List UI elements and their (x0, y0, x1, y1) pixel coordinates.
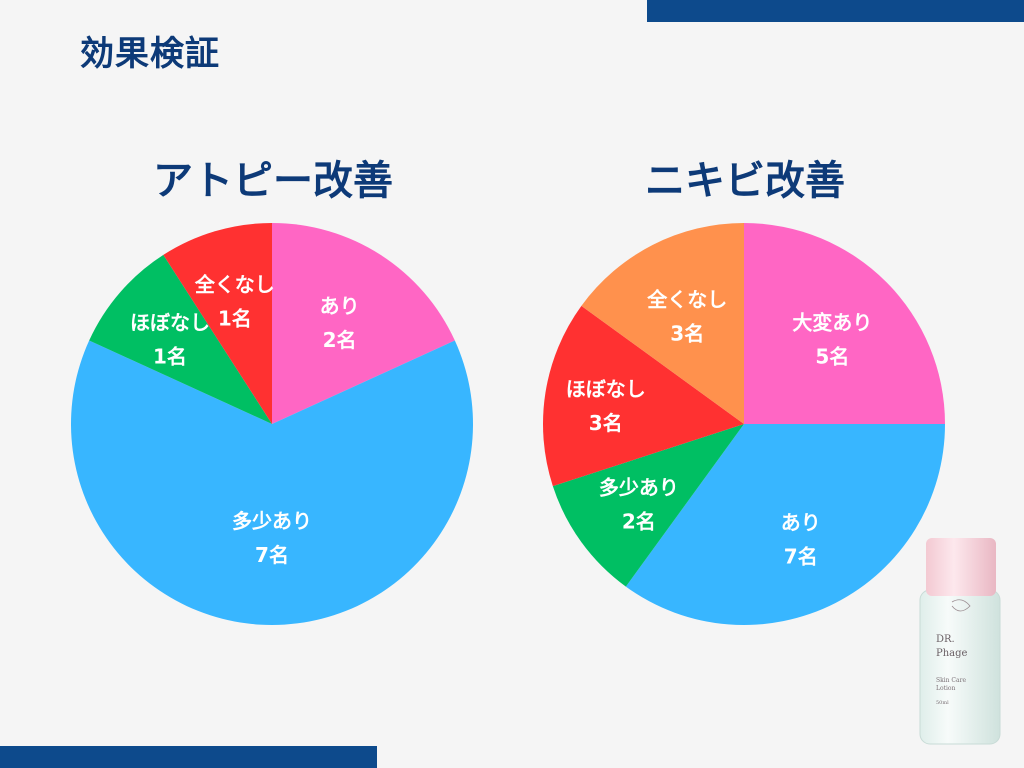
product-bottle-image: DR. Phage Skin Care Lotion 50ml (919, 538, 1001, 745)
acne-slice-label-0: 大変あり (792, 311, 872, 335)
bottle-desc-line2: Lotion (936, 685, 956, 692)
acne-slice-value-4: 3名 (670, 322, 704, 346)
atopy-slice-0 (272, 223, 455, 424)
bottom-accent-bar (0, 746, 377, 768)
acne-chart-title: ニキビ改善 (645, 158, 845, 204)
atopy-slice-3 (163, 223, 272, 424)
acne-slice-label-4: 全くなし (646, 288, 727, 312)
acne-slice-3 (543, 305, 744, 487)
acne-slice-value-0: 5名 (815, 345, 849, 369)
acne-slice-4 (581, 223, 744, 424)
top-accent-bar (647, 0, 1024, 22)
acne-slice-value-3: 3名 (589, 411, 623, 435)
logo-mark (951, 599, 971, 612)
atopy-slice-2 (89, 254, 272, 424)
acne-slice-label-2: 多少あり (599, 475, 679, 499)
acne-slice-label-3: ほぼなし (566, 377, 646, 401)
acne-slice-label-1: あり (781, 510, 821, 534)
bottle-body (919, 589, 1001, 745)
acne-slice-value-1: 7名 (784, 544, 818, 568)
acne-slice-1 (625, 424, 945, 625)
atopy-chart-title: アトピー改善 (153, 158, 393, 204)
page-title: 効果検証 (80, 34, 220, 74)
bottle-volume: 50ml (936, 700, 949, 706)
acne-slice-2 (552, 424, 744, 587)
atopy-slice-value-2: 1名 (153, 345, 187, 369)
atopy-slice-value-0: 2名 (323, 328, 357, 352)
atopy-slice-label-2: ほぼなし (130, 311, 210, 335)
atopy-slice-value-1: 7名 (255, 543, 289, 567)
acne-slice-value-2: 2名 (622, 509, 656, 533)
atopy-slice-value-3: 1名 (218, 306, 252, 330)
atopy-slice-label-1: 多少あり (232, 509, 312, 533)
bottle-brand-line1: DR. (936, 634, 955, 645)
atopy-slice-label-0: あり (320, 294, 360, 318)
atopy-slice-1 (70, 340, 474, 625)
bottle-cap (926, 538, 996, 596)
acne-slice-0 (744, 223, 945, 424)
bottle-brand-line2: Phage (936, 648, 968, 659)
bottle-desc-line1: Skin Care (936, 677, 966, 684)
atopy-slice-label-3: 全くなし (194, 272, 275, 296)
